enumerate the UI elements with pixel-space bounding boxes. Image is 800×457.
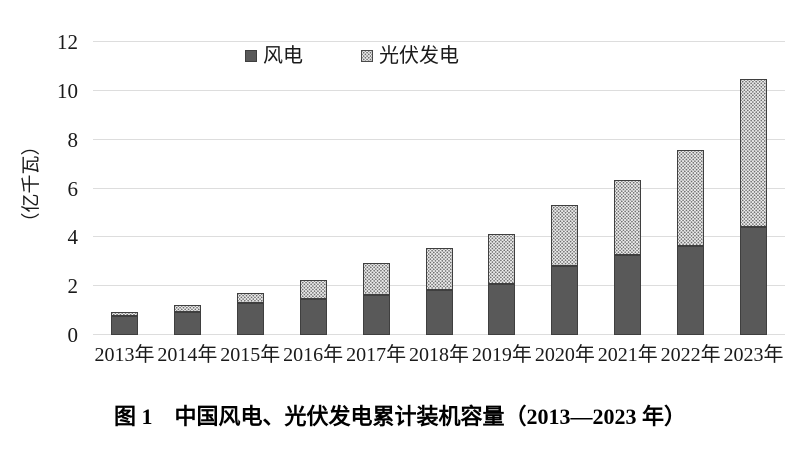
plot-area: [93, 41, 785, 335]
legend-item-solar: 光伏发电: [361, 44, 459, 68]
bar-segment-wind: [362, 295, 390, 335]
y-tick-label: 6: [67, 176, 79, 201]
y-tick-label: 0: [67, 323, 79, 347]
gridline: [93, 41, 785, 42]
bar-segment-wind: [236, 303, 264, 335]
x-tick-label: 2019年: [471, 344, 532, 366]
bar-segment-solar: [236, 292, 264, 303]
bar-segment-solar: [488, 233, 516, 284]
gridline: [93, 89, 785, 91]
bar-segment-solar: [551, 204, 579, 267]
gridline: [93, 187, 785, 189]
x-tick-label: 2021年: [597, 344, 658, 366]
x-tick-label: 2020年: [534, 344, 595, 366]
wind-legend-label: 风电: [263, 45, 303, 67]
solar-swatch-icon: [361, 50, 373, 62]
bar-segment-solar: [614, 180, 642, 255]
bar-segment-solar: [740, 78, 767, 228]
gridline: [93, 236, 785, 238]
x-tick-label: 2015年: [220, 344, 281, 366]
y-tick-label: 2: [67, 274, 79, 299]
wind-swatch-icon: [245, 50, 257, 62]
x-tick-label: 2013年: [94, 344, 155, 366]
bar-segment-wind: [614, 254, 642, 335]
x-tick-label: 2016年: [283, 344, 344, 366]
gridline: [93, 138, 785, 140]
x-tick-label: 2014年: [157, 344, 218, 366]
bar-segment-solar: [425, 247, 453, 291]
x-tick-label: 2023年: [723, 344, 784, 366]
figure-caption: 图 1 中国风电、光伏发电累计装机容量（2013—2023 年）: [113, 404, 686, 429]
solar-legend-label: 光伏发电: [379, 45, 459, 67]
bar-segment-solar: [111, 311, 138, 317]
bar-segment-solar: [173, 304, 201, 312]
bar-segment-wind: [488, 283, 516, 335]
bar-segment-wind: [677, 245, 705, 335]
bar-segment-solar: [362, 263, 390, 295]
y-tick-label: 8: [67, 127, 79, 152]
stacked-bar-chart: （亿千瓦） 风电 光伏发电 0 2 4 6 8 10 12 2013年 2014年 2015年 20…: [21, 30, 785, 366]
bar-segment-solar: [299, 279, 327, 299]
bar-segment-wind: [111, 316, 138, 335]
bar-segment-wind: [299, 298, 327, 335]
x-tick-label: 2018年: [408, 344, 469, 366]
bar-segment-wind: [425, 290, 453, 335]
y-tick-label: 4: [67, 225, 79, 250]
bar-segment-wind: [740, 227, 767, 335]
x-tick-label: 2022年: [660, 344, 721, 366]
bar-segment-solar: [677, 149, 705, 246]
y-tick-label: 12: [57, 30, 78, 54]
x-tick-label: 2017年: [346, 344, 407, 366]
y-tick-label: 10: [57, 78, 78, 103]
legend-item-wind: 风电: [245, 44, 303, 68]
bar-segment-wind: [551, 266, 579, 335]
bar-segment-wind: [173, 311, 201, 335]
chart-legend: 风电 光伏发电: [245, 44, 459, 68]
